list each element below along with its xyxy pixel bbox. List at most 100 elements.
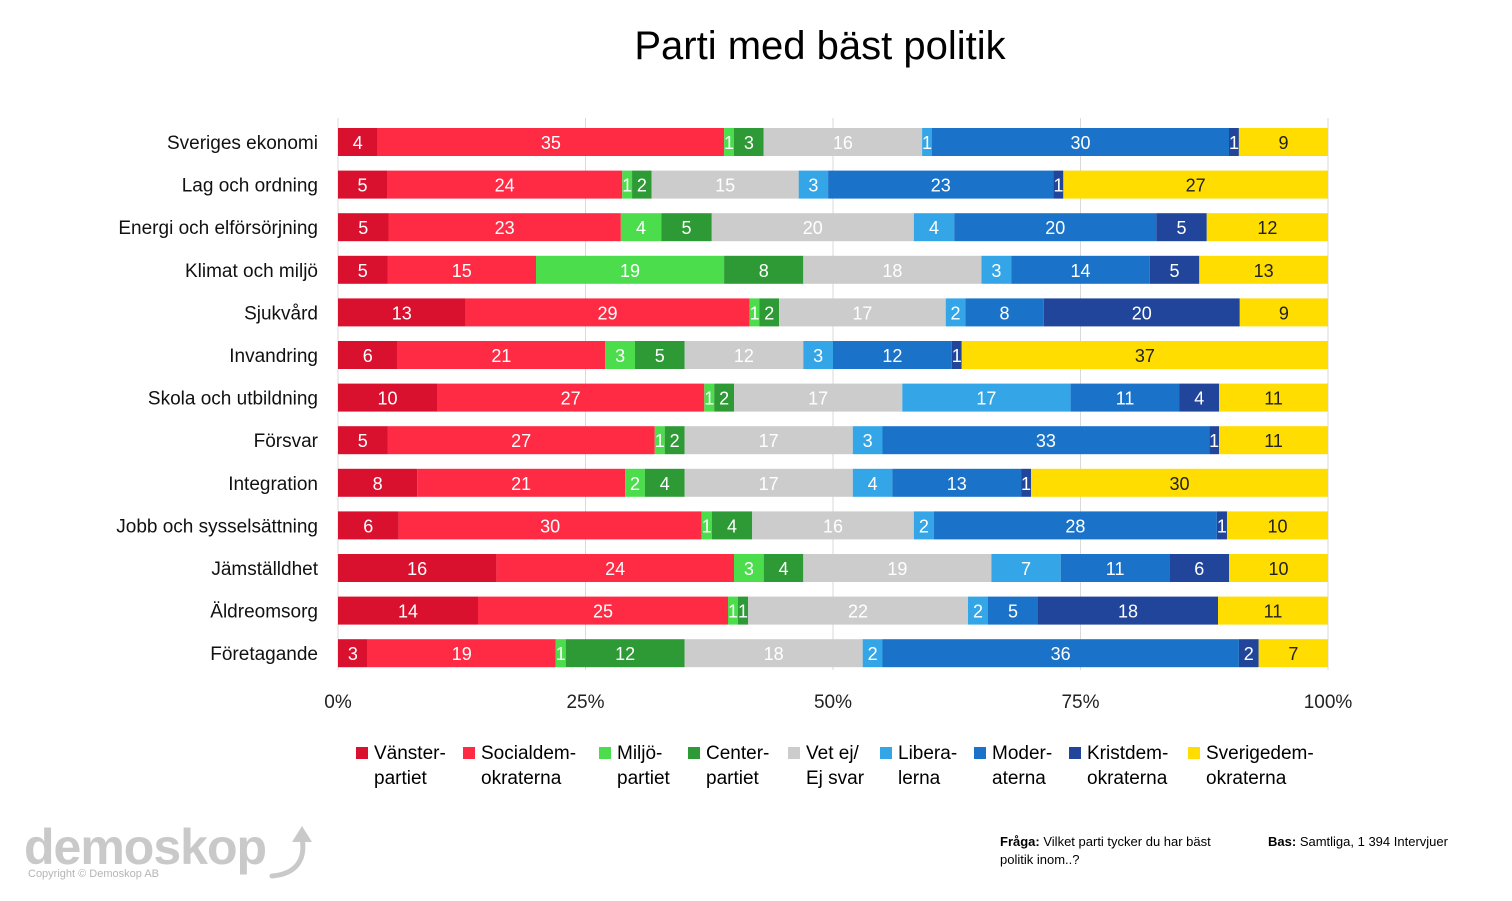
bar-segment: [798, 170, 829, 199]
data-label: 30: [1169, 474, 1189, 494]
data-label: 5: [358, 218, 368, 238]
bar-segment: [1216, 511, 1227, 540]
data-label: 16: [823, 516, 843, 536]
legend-swatch: [880, 747, 892, 759]
data-label: 6: [363, 516, 373, 536]
bar-segment: [749, 298, 760, 327]
bar-segment: [934, 511, 1217, 540]
data-label: 6: [1194, 559, 1204, 579]
data-label: 5: [655, 346, 665, 366]
bar-segment: [398, 511, 702, 540]
x-tick-label: 100%: [1304, 692, 1353, 713]
legend-swatch: [463, 747, 475, 759]
legend-swatch: [788, 747, 800, 759]
bar-segment: [367, 639, 556, 668]
data-label: 1: [655, 431, 665, 451]
legend-label-line1: Libera-: [898, 743, 958, 764]
legend-swatch: [1188, 747, 1200, 759]
chart-title: Parti med bäst politik: [634, 24, 1006, 68]
x-tick-label: 50%: [814, 692, 852, 713]
data-label: 1: [704, 389, 714, 409]
bar-segment: [465, 298, 750, 327]
data-label: 11: [1264, 431, 1283, 451]
bar-segment: [1179, 383, 1220, 412]
bar-segment: [338, 341, 398, 369]
bar-segment: [701, 511, 712, 540]
legend-swatch: [356, 747, 368, 759]
bar-segment: [724, 128, 734, 156]
bar-segment: [954, 213, 1157, 242]
data-label: 10: [1267, 516, 1287, 536]
bar-segment: [651, 170, 799, 199]
bar-segment: [1226, 511, 1328, 540]
data-label: 1: [922, 133, 932, 153]
bar-segment: [620, 213, 662, 242]
bar-segment: [1238, 639, 1259, 668]
category-label: Försvar: [254, 431, 319, 452]
copyright-text: Copyright © Demoskop AB: [28, 868, 159, 880]
bar-segment: [763, 554, 804, 582]
data-label: 5: [358, 431, 368, 451]
bar-segment: [759, 298, 780, 327]
bar-segment: [734, 554, 764, 582]
legend-label-line2: okraterna: [1087, 768, 1168, 789]
bar-segment: [437, 383, 705, 412]
data-label: 25: [593, 602, 613, 622]
legend: Vänster-partiet Socialdem-okraterna Miljö-…: [356, 741, 1356, 801]
data-label: 10: [1268, 559, 1288, 579]
legend-label-line1: Center-: [706, 743, 770, 764]
data-label: 23: [931, 176, 951, 196]
bar-segment: [961, 341, 1328, 369]
bar-segment: [932, 128, 1229, 156]
bar-segment: [338, 639, 368, 668]
legend-label-line2: lerna: [898, 768, 941, 789]
data-label: 1: [622, 176, 632, 196]
bar-segment: [1258, 639, 1328, 668]
bar-segment: [387, 255, 536, 284]
bar-segment: [1229, 554, 1328, 582]
data-label: 3: [744, 133, 754, 153]
data-label: 2: [630, 474, 640, 494]
bar-segment: [988, 596, 1038, 625]
bar-segment: [951, 341, 962, 369]
bar-segment: [704, 383, 715, 412]
bar-segment: [1156, 213, 1207, 242]
data-label: 1: [728, 602, 738, 622]
legend-label-line2: aterna: [992, 768, 1046, 789]
bar-segment: [632, 170, 652, 199]
data-label: 1: [1021, 474, 1031, 494]
data-label: 36: [1051, 644, 1071, 664]
category-label: Jobb och sysselsättning: [116, 516, 318, 537]
legend-label: Kristdem-okraterna: [1087, 741, 1168, 791]
data-label: 2: [1244, 644, 1254, 664]
bar-segment: [1229, 128, 1239, 156]
bar-segment: [644, 468, 685, 497]
legend-label-line2: okraterna: [481, 768, 562, 789]
data-label: 5: [1170, 261, 1180, 281]
data-label: 20: [1132, 303, 1152, 323]
legend-label-line1: Socialdem-: [481, 743, 577, 764]
bar-segment: [338, 255, 388, 284]
bar-segment: [965, 298, 1044, 327]
bar-segment: [913, 213, 955, 242]
data-label: 23: [495, 218, 515, 238]
bar-segment: [496, 554, 734, 582]
legend-label-line2: partiet: [374, 768, 427, 789]
base-label: Bas:: [1268, 834, 1297, 849]
logo-text: demoskop: [24, 819, 267, 875]
bar-segment: [734, 383, 903, 412]
bar-segment: [387, 426, 655, 455]
bar-segment: [338, 213, 389, 242]
bar-segment: [833, 341, 952, 369]
data-label: 22: [848, 602, 868, 622]
bar-segment: [968, 596, 988, 625]
legend-label: Socialdem-okraterna: [481, 741, 576, 791]
data-label: 2: [670, 431, 680, 451]
data-label: 2: [951, 303, 961, 323]
bar-segment: [1219, 383, 1328, 412]
data-label: 1: [750, 303, 760, 323]
legend-label-line1: Kristdem-: [1087, 743, 1169, 764]
bar-segment: [981, 255, 1012, 284]
bar-segment: [882, 639, 1239, 668]
data-label: 2: [637, 176, 647, 196]
